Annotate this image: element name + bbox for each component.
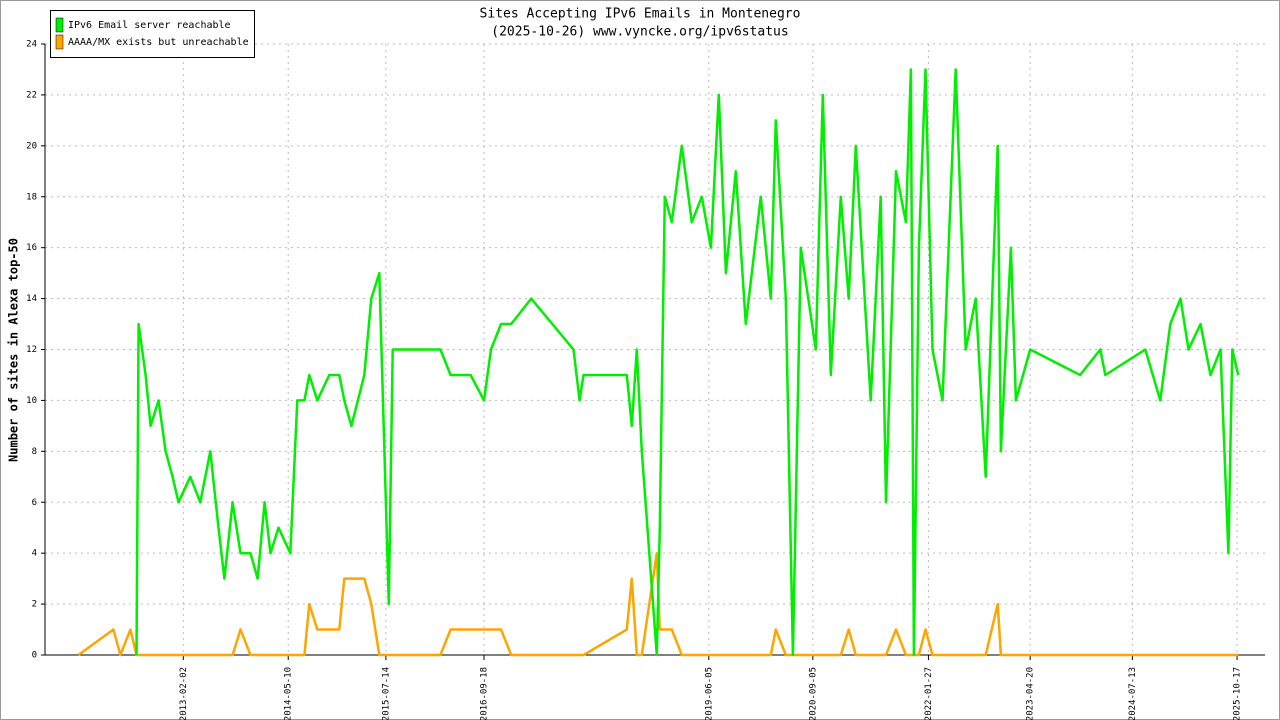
legend-label: AAAA/MX exists but unreachable [68,37,249,48]
y-tick-label: 22 [26,90,37,100]
x-tick-label: 2019-06-05 [704,667,714,720]
y-tick-label: 18 [26,192,37,202]
y-tick-label: 0 [32,651,37,661]
y-tick-label: 4 [32,549,37,559]
y-tick-label: 14 [26,294,37,304]
legend: IPv6 Email server reachable AAAA/MX exist… [50,10,255,58]
data-line [77,551,1239,657]
x-tick-label: 2024-07-13 [1128,667,1138,720]
y-tick-label: 6 [32,498,37,508]
y-tick-label: 8 [32,447,37,457]
x-tick-label: 2020-09-05 [808,667,818,720]
legend-box [50,10,255,58]
x-tick-label: 2013-02-02 [179,667,189,720]
y-tick-label: 2 [32,600,37,610]
x-tick-label: 2015-07-14 [381,667,391,720]
legend-swatch [55,17,64,33]
data-line [135,68,1240,657]
x-tick-label: 2023-04-20 [1026,667,1036,720]
y-tick-label: 24 [26,40,37,50]
chart-title: Sites Accepting IPv6 Emails in Montenegr… [480,7,801,22]
x-tick-label: 2014-05-10 [284,667,294,720]
legend-swatch [55,34,64,50]
x-tick-label: 2025-10-17 [1233,667,1243,720]
x-tick-label: 2022-01-27 [924,667,934,720]
y-tick-label: 12 [26,345,37,355]
y-tick-label: 10 [26,396,37,406]
x-tick-label: 2016-09-18 [479,667,489,720]
y-axis-label: Number of sites in Alexa top-50 [7,238,21,462]
y-tick-label: 16 [26,243,37,253]
y-tick-label: 20 [26,141,37,151]
legend-label: IPv6 Email server reachable [68,20,231,31]
chart-subtitle: (2025-10-26) www.vyncke.org/ipv6status [491,25,788,40]
